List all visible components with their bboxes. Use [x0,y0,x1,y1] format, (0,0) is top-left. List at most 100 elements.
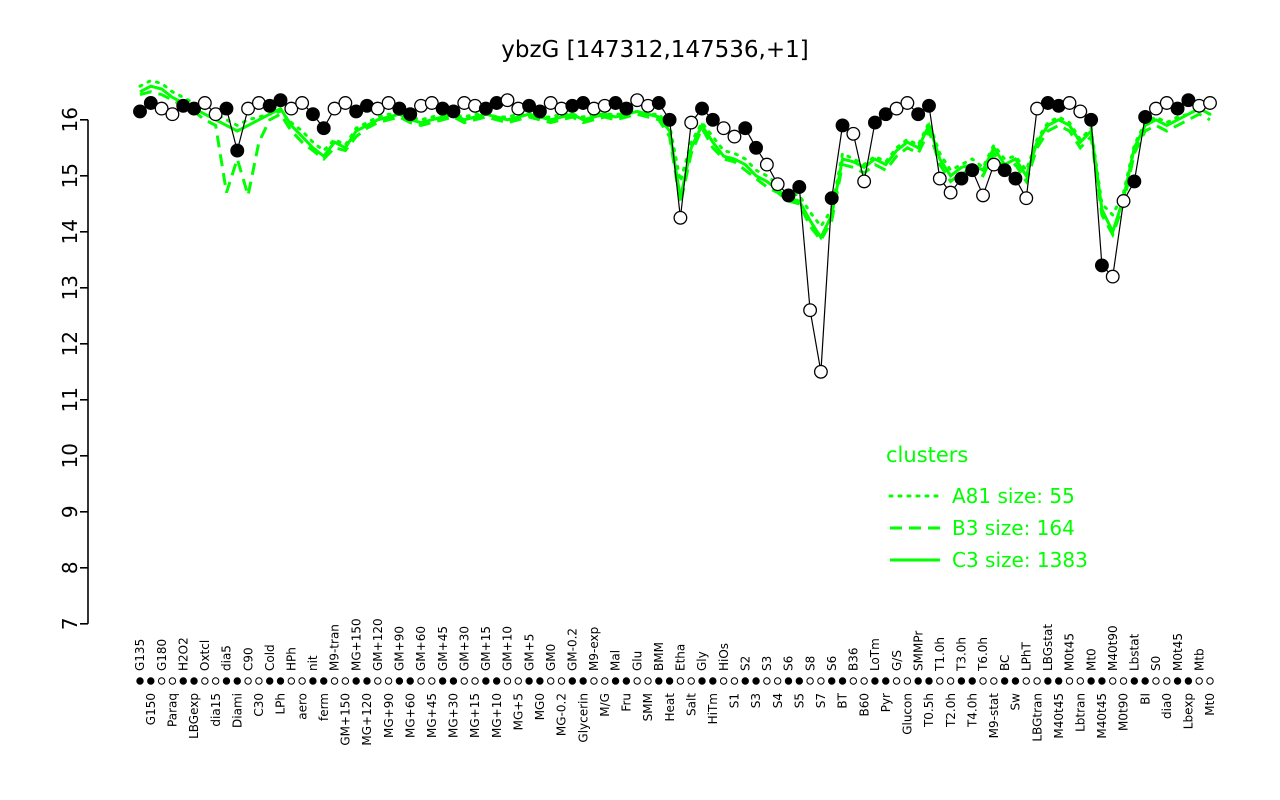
x-category-label: M9-exp [587,627,601,671]
x-tick-dot [244,677,252,685]
x-tick-dot [557,677,566,685]
y-tick-label: 14 [58,219,82,244]
x-category-label: Glucon [901,693,915,735]
data-point-open [338,96,353,110]
x-tick-dot [611,677,620,685]
x-category-label: dia15 [209,693,223,727]
data-point-filled [522,98,537,113]
y-tick-label: 7 [58,617,82,630]
x-tick-dot [395,677,404,685]
x-category-label: S1 [728,693,742,708]
x-tick-dot [709,677,717,685]
x-category-label: LoTm [868,638,882,671]
x-category-label: GM+90 [393,626,407,671]
data-point-filled [316,121,331,136]
x-tick-dot [265,677,274,685]
x-tick-dot [471,677,479,685]
x-category-label: Sw [1009,693,1023,711]
x-tick-dot [579,677,587,685]
x-category-label: Heat [663,693,677,722]
cluster-line-dashed [139,90,1211,243]
data-point-filled [705,112,720,127]
x-tick-dot [1087,677,1095,685]
data-point-open [327,101,342,116]
data-point-open [673,210,688,225]
y-tick-label: 13 [58,275,82,300]
data-point-filled [219,101,234,116]
x-category-label: G150 [144,693,158,725]
x-category-label: M0t45 [1063,633,1077,671]
data-point-open [803,303,818,318]
data-point-filled [1008,171,1023,186]
data-point-filled [619,101,634,116]
x-tick-dot [503,677,512,685]
x-tick-dot [168,677,177,685]
x-category-label: S3 [749,693,763,708]
x-category-label: HiOs [717,643,731,671]
data-point-filled [478,101,493,116]
x-category-label: GM+10 [501,626,515,671]
data-point-open [424,96,439,110]
data-point-filled [187,101,201,116]
x-category-label: Lbtran [1074,693,1088,732]
x-category-label: Mtb [1192,648,1206,671]
x-category-label: MG0 [533,693,547,720]
x-tick-dot [1000,677,1009,685]
data-point-filled [835,118,850,133]
data-point-filled [446,104,461,119]
data-point-filled [781,188,796,203]
x-category-label: MG+120 [360,693,374,746]
data-point-open [370,101,385,116]
data-point-filled [403,107,418,122]
data-point-open [1019,191,1034,206]
x-tick-dot [622,677,631,685]
x-tick-dot [590,677,598,685]
x-tick-dot [1130,677,1139,685]
data-point-open [857,174,872,189]
y-tick-label: 10 [58,443,82,468]
y-tick-label: 8 [58,561,82,574]
data-point-open [197,96,212,110]
x-category-label: S6 [825,656,839,671]
data-point-filled [532,104,547,119]
data-point-open [716,121,731,136]
x-tick-dot [449,677,458,685]
data-point-open [759,157,774,172]
x-category-label: GM+15 [479,626,493,671]
x-tick-dot [828,677,836,685]
data-point-filled [1094,258,1109,273]
x-tick-dot [1022,677,1030,685]
x-tick-dot [406,677,414,685]
x-category-label: BMM [652,642,666,671]
data-point-filled [878,107,893,122]
x-tick-dot [417,677,425,685]
x-tick-dot [1173,677,1182,685]
x-category-label: BC [998,655,1012,671]
data-point-open [727,129,742,144]
data-point-filled [143,96,158,110]
x-category-label: B60 [857,693,871,717]
x-category-label: SMMPr [911,631,925,671]
x-tick-dot [525,677,533,685]
x-category-label: S4 [771,693,785,708]
x-category-label: Diami [230,693,244,728]
gene-points [133,93,1217,379]
data-point-filled [867,115,882,130]
data-point-filled [824,191,839,206]
x-tick-dot [1195,677,1203,685]
x-tick-dot [601,677,609,685]
x-category-label: GM+30 [457,626,471,671]
x-tick-dot [676,677,685,685]
x-tick-dot [860,677,868,685]
data-point-open [684,115,699,130]
x-category-label: ferm [317,693,331,721]
x-category-label: H2O2 [176,637,190,671]
x-tick-dot [384,677,393,685]
x-category-label: LPhT [1019,641,1033,671]
x-tick-dot [719,677,728,685]
x-category-label: S8 [803,656,817,671]
x-tick-dot [438,677,447,685]
x-category-label: MG+15 [468,693,482,738]
